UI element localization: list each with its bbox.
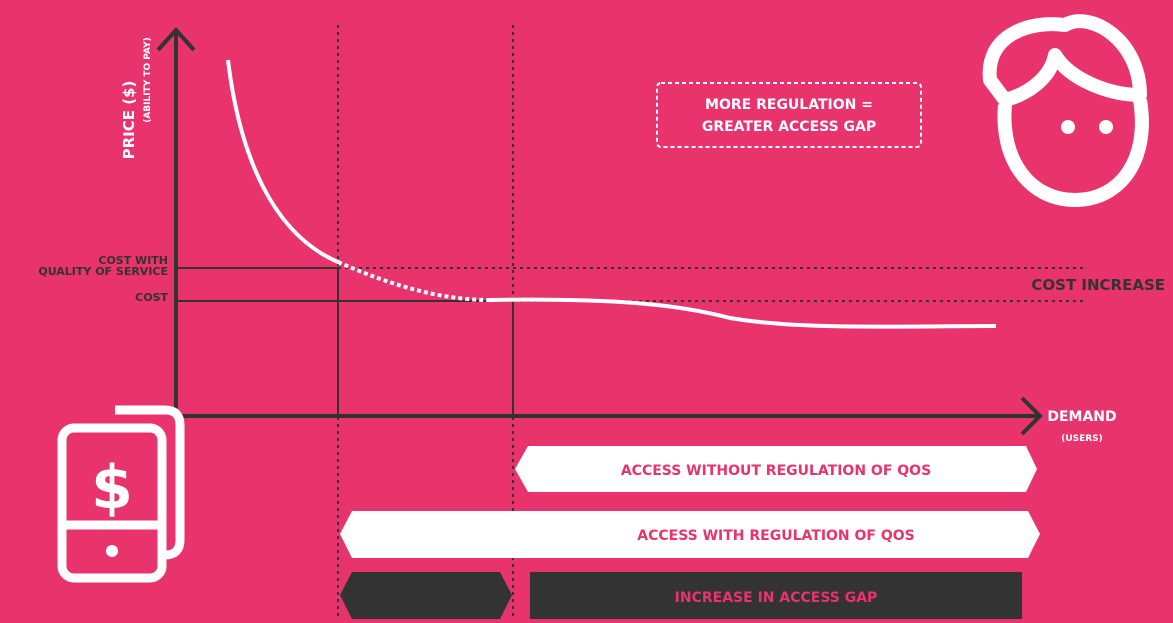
phone-icon: $ xyxy=(57,405,185,583)
cost-increase-label: COST INCREASE xyxy=(1031,276,1165,294)
band-shape xyxy=(340,511,1040,558)
callout-text: GREATER ACCESS GAP xyxy=(702,119,876,135)
y-axis-arrow xyxy=(156,27,196,52)
dollar-sign: $ xyxy=(91,453,133,523)
band-label: INCREASE IN ACCESS GAP xyxy=(675,590,878,606)
x-axis-arrow xyxy=(1020,396,1043,436)
callout-text: MORE REGULATION = xyxy=(705,97,873,113)
demand-curve xyxy=(226,59,339,264)
level-label: COST xyxy=(135,291,168,304)
gap-shape xyxy=(340,572,512,619)
band-label: ACCESS WITHOUT REGULATION OF QOS xyxy=(621,463,931,479)
y-axis-title: PRICE ($) xyxy=(120,81,138,160)
demand-curve xyxy=(489,297,997,329)
callout-box xyxy=(656,82,922,148)
face-icon xyxy=(982,14,1149,207)
band-shape xyxy=(515,446,1037,492)
level-label: COST WITH xyxy=(98,254,168,267)
x-axis-subtitle: (USERS) xyxy=(1061,434,1103,444)
band-label: ACCESS WITH REGULATION OF QOS xyxy=(637,528,915,544)
y-axis-subtitle: (ABILITY TO PAY) xyxy=(143,37,153,123)
level-label: QUALITY OF SERVICE xyxy=(38,265,168,278)
demand-curve-dotted xyxy=(337,260,491,302)
gap-shape xyxy=(530,572,1022,619)
x-axis-title: DEMAND xyxy=(1047,409,1116,425)
